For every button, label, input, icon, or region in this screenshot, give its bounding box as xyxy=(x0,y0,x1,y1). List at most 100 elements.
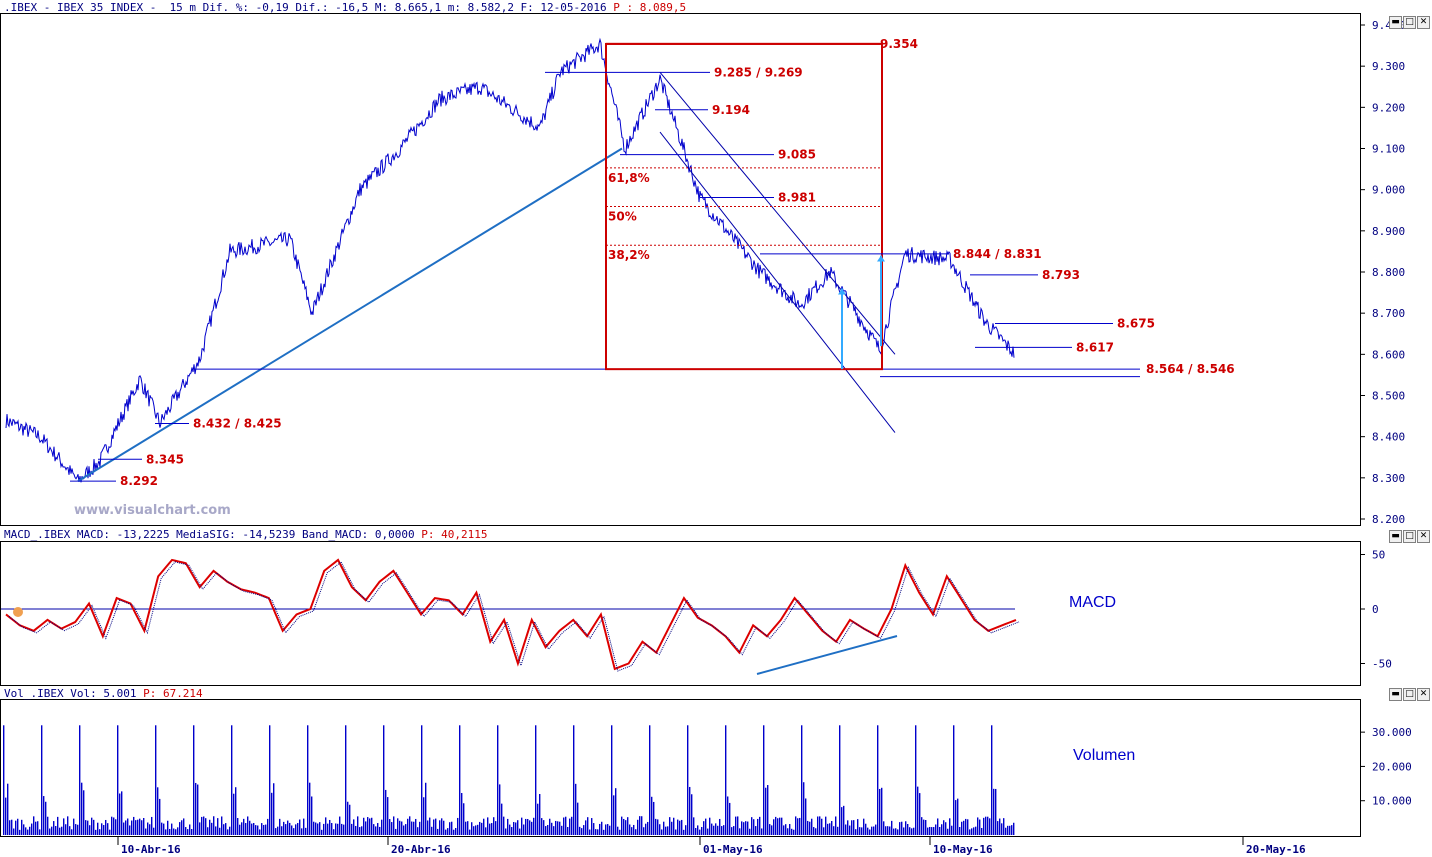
macd-minimize-button[interactable]: ▬ xyxy=(1389,530,1402,543)
fib-label: 50% xyxy=(608,210,637,224)
volume-bar xyxy=(843,805,845,835)
volume-bar xyxy=(731,827,733,835)
macd-tick-label: 0 xyxy=(1372,603,1379,616)
volume-bar xyxy=(747,821,749,835)
volume-bar xyxy=(917,786,919,835)
price-close-button[interactable]: ✕ xyxy=(1417,16,1430,29)
volume-bar xyxy=(905,821,907,835)
volume-bar xyxy=(545,826,547,835)
volume-bar xyxy=(659,824,661,835)
volume-minimize-button[interactable]: ▬ xyxy=(1389,688,1402,701)
volume-bar xyxy=(551,822,553,835)
volume-bar xyxy=(305,827,307,835)
volume-bar xyxy=(573,725,575,835)
volume-bar xyxy=(283,821,285,835)
volume-bar xyxy=(323,823,325,835)
volume-bar xyxy=(977,817,979,835)
volume-bar xyxy=(645,823,647,835)
volume-bar xyxy=(893,828,895,835)
volume-bar xyxy=(175,829,177,835)
volume-bar xyxy=(533,817,535,835)
volume-bar xyxy=(307,725,309,835)
volume-bar xyxy=(555,820,557,835)
volume-bar xyxy=(855,829,857,835)
macd-close-button[interactable]: ✕ xyxy=(1417,530,1430,543)
volume-bar xyxy=(289,822,291,835)
volume-bar xyxy=(761,828,763,835)
price-layer: 61,8% 50% 38,2% 9.354 9.285 / 9.269 9.194 9.08… xyxy=(5,37,1235,488)
price-tick-label: 8.600 xyxy=(1372,348,1405,361)
price-tick-label: 8.800 xyxy=(1372,266,1405,279)
volume-bar xyxy=(281,826,283,835)
volume-bar xyxy=(707,828,709,835)
volume-bar xyxy=(171,823,173,835)
volume-bar xyxy=(603,829,605,835)
volume-bar xyxy=(205,818,207,835)
volume-header-last: P: 67.214 xyxy=(136,687,203,700)
volume-close-button[interactable]: ✕ xyxy=(1417,688,1430,701)
volume-bar xyxy=(93,819,95,835)
volume-bar xyxy=(239,824,241,835)
macd-divergence-line xyxy=(756,635,898,675)
volume-bar xyxy=(699,829,701,835)
volume-bar xyxy=(933,827,935,835)
volume-bar xyxy=(921,817,923,835)
volume-maximize-button[interactable]: □ xyxy=(1403,688,1416,701)
volume-bar xyxy=(997,821,999,835)
volume-bar xyxy=(943,820,945,835)
volume-bar xyxy=(883,821,885,835)
volume-bar xyxy=(865,823,867,835)
volume-bar xyxy=(215,826,217,835)
volume-bar xyxy=(361,826,363,835)
volume-bar xyxy=(763,725,765,835)
volume-bar xyxy=(429,817,431,835)
volume-bar xyxy=(803,782,805,835)
volume-bar xyxy=(47,816,49,835)
volume-bar xyxy=(805,798,807,835)
level-label: 8.793 xyxy=(1042,268,1080,282)
volume-bar xyxy=(55,826,57,835)
price-maximize-button[interactable]: □ xyxy=(1403,16,1416,29)
volume-bar xyxy=(643,827,645,835)
volume-bar xyxy=(821,818,823,835)
macd-marker xyxy=(13,607,23,617)
volume-bar xyxy=(863,818,865,835)
volume-bar xyxy=(343,824,345,835)
volume-bar xyxy=(1011,825,1013,835)
volume-bar xyxy=(611,725,613,835)
volume-bar xyxy=(613,795,615,835)
volume-bar xyxy=(727,796,729,835)
volume-bar xyxy=(129,825,131,835)
volume-bar xyxy=(701,826,703,835)
volume-bar xyxy=(103,825,105,835)
volume-bar xyxy=(325,817,327,835)
volume-bar xyxy=(911,828,913,835)
volume-bar xyxy=(293,828,295,835)
volume-bar xyxy=(207,827,209,835)
volume-bar xyxy=(251,823,253,835)
volume-bar xyxy=(693,817,695,835)
volume-bar xyxy=(465,821,467,835)
macd-maximize-button[interactable]: □ xyxy=(1403,530,1416,543)
volume-bar xyxy=(1005,827,1007,835)
volume-bar xyxy=(653,801,655,835)
volume-bar xyxy=(985,816,987,835)
volume-bar xyxy=(759,816,761,835)
volume-bar xyxy=(993,788,995,835)
volume-bar xyxy=(211,822,213,835)
volume-bar xyxy=(141,820,143,835)
volume-bar xyxy=(675,829,677,835)
level-label: 8.432 / 8.425 xyxy=(193,416,282,430)
volume-bar xyxy=(169,828,171,835)
volume-bar xyxy=(715,823,717,835)
volume-bar xyxy=(479,821,481,835)
volume-bar xyxy=(57,816,59,835)
volume-bar xyxy=(869,829,871,835)
channel-lower-line xyxy=(659,131,896,433)
volume-bar xyxy=(173,828,175,835)
volume-bar xyxy=(237,818,239,835)
price-minimize-button[interactable]: ▬ xyxy=(1389,16,1402,29)
volume-bar xyxy=(547,824,549,835)
volume-bar xyxy=(183,818,185,835)
volume-bar xyxy=(981,827,983,835)
